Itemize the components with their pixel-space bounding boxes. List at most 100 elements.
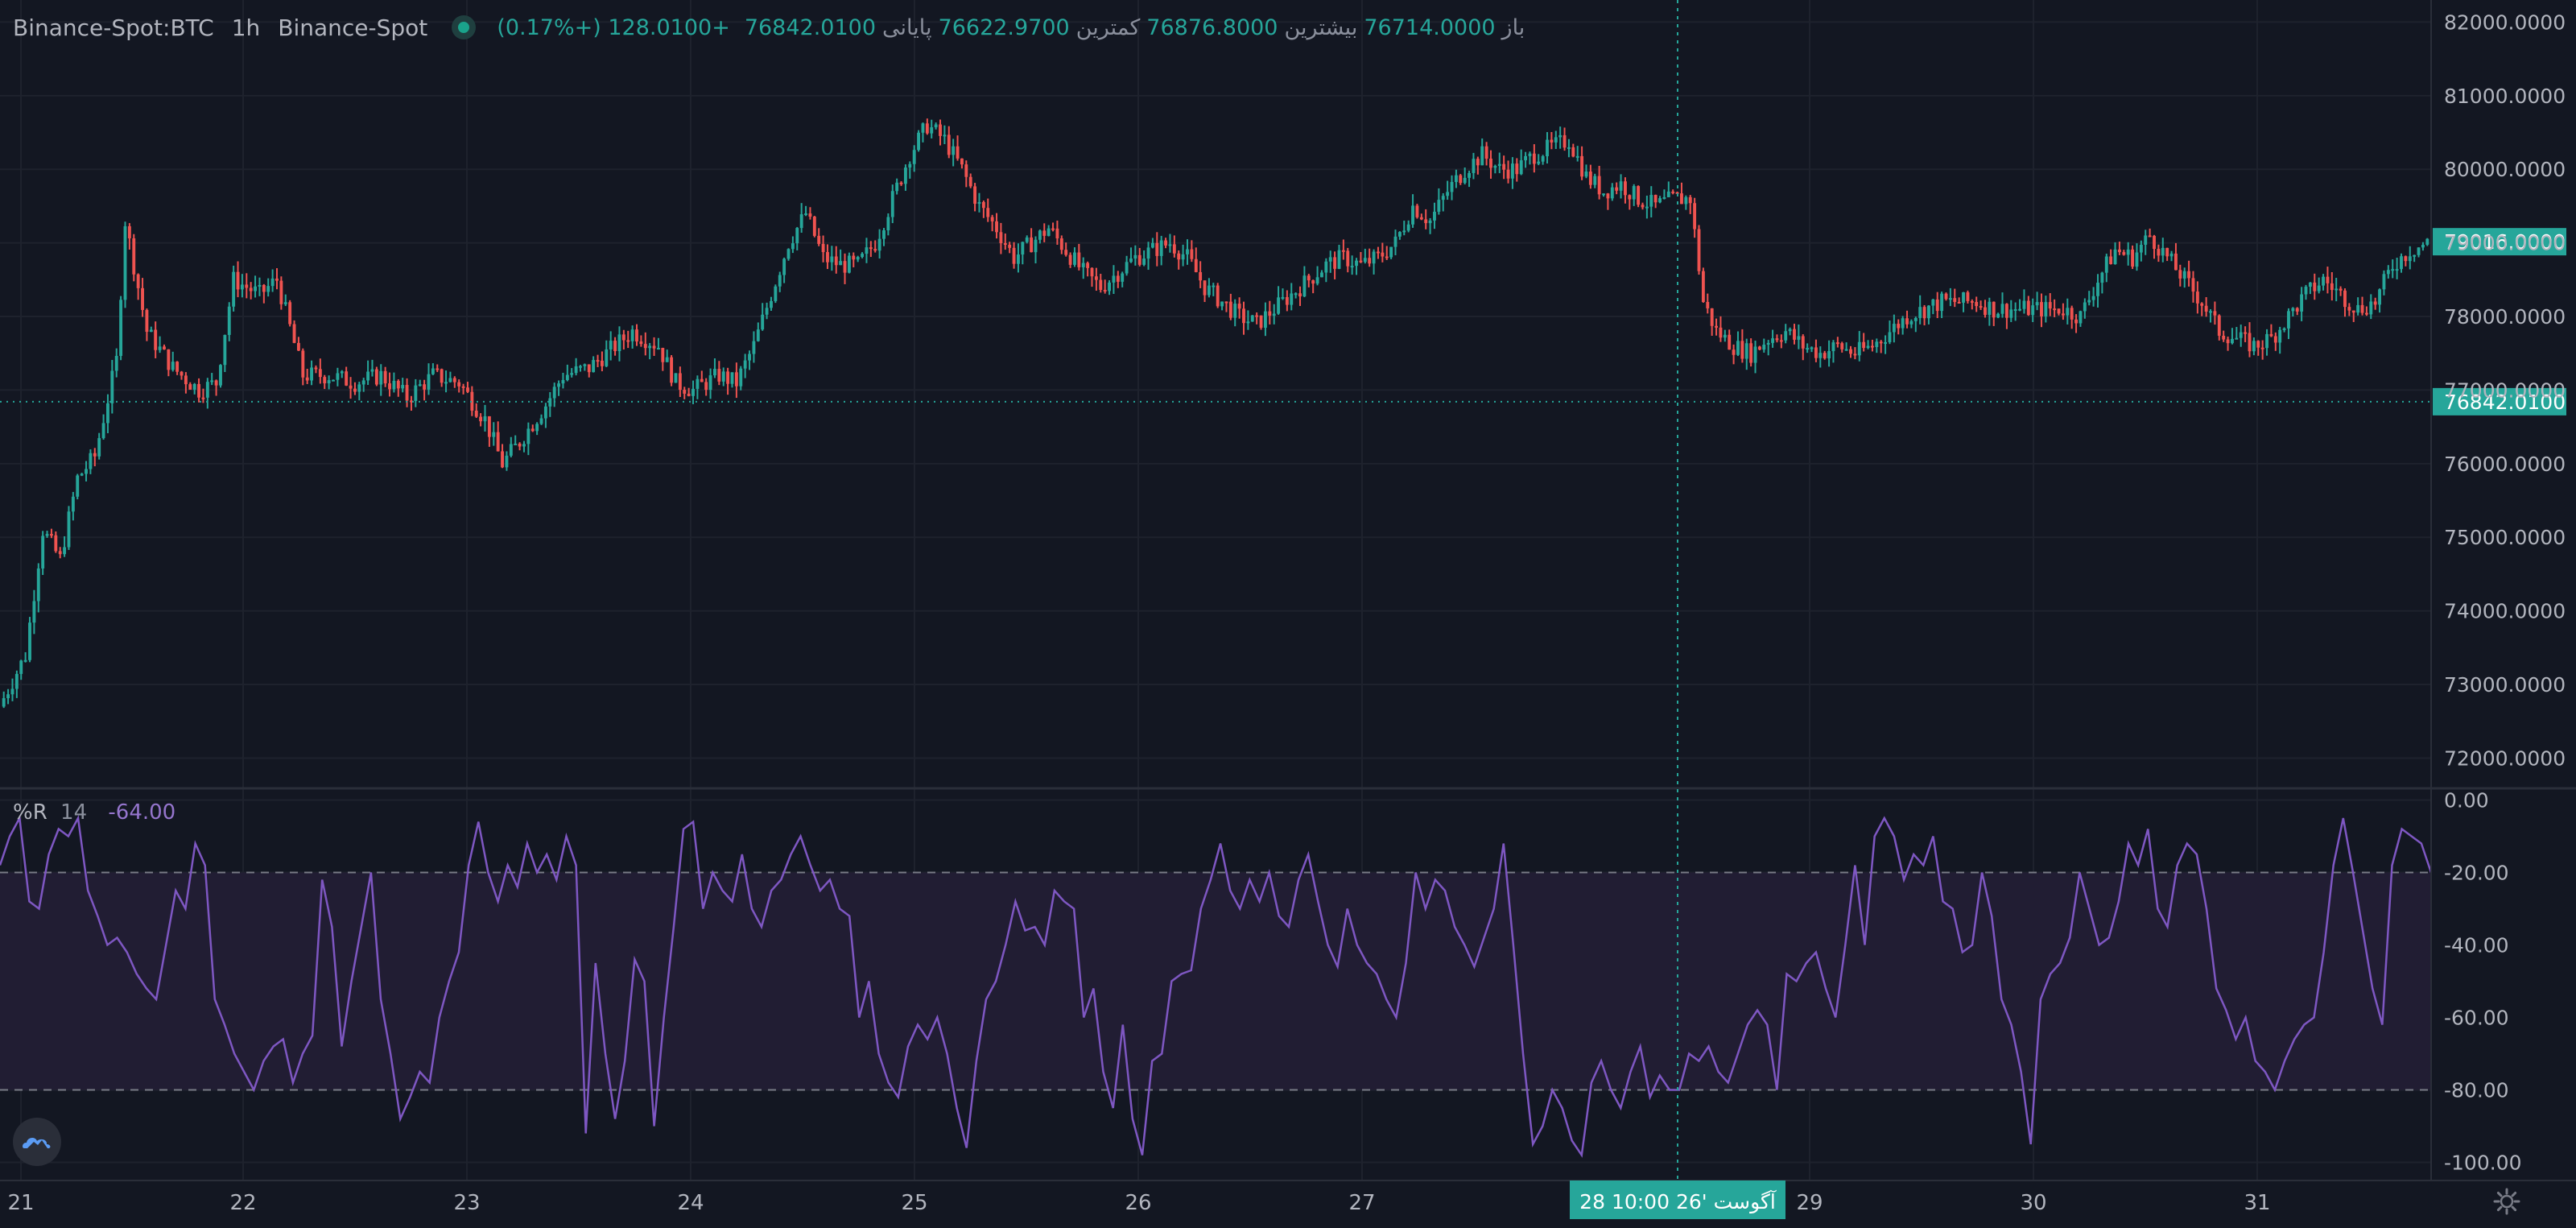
candle-body — [643, 344, 647, 349]
candle — [1077, 243, 1081, 271]
candle — [1493, 164, 1497, 174]
candle-body — [192, 383, 196, 390]
candle — [708, 368, 712, 399]
candle-body — [54, 535, 58, 552]
candle — [1359, 251, 1363, 263]
candle — [1129, 247, 1133, 263]
candle — [791, 236, 795, 254]
candle — [1775, 334, 1779, 343]
candle-body — [890, 191, 894, 217]
candle-body — [2391, 269, 2395, 271]
price-axis[interactable]: 82000.0000 81000.0000 80000.0000 79000.0000… — [2444, 10, 2566, 770]
candle — [817, 228, 821, 246]
candle-body — [270, 278, 275, 287]
candle — [1446, 180, 1450, 201]
candle-body — [288, 302, 292, 325]
candle-body — [1563, 134, 1567, 148]
candle-body — [1940, 293, 1944, 312]
candle — [912, 145, 916, 172]
candle-body — [2048, 302, 2052, 309]
candle — [530, 424, 535, 432]
candle — [1510, 157, 1514, 189]
candle-body — [327, 380, 331, 384]
candle-body — [1806, 348, 1810, 350]
candle-body — [1181, 254, 1185, 260]
candle-body — [396, 380, 400, 389]
candle — [1437, 188, 1441, 215]
candle-body — [2096, 283, 2099, 296]
candle-body — [2057, 308, 2061, 314]
candle-body — [1575, 155, 1579, 158]
candle-body — [1849, 349, 1852, 354]
candle-body — [1042, 230, 1046, 236]
cloud-mountain-logo-icon[interactable] — [13, 1118, 61, 1166]
time-axis[interactable]: 21 22 23 24 25 26 27 29 30 31 — [7, 1191, 2270, 1215]
candle-body — [708, 375, 712, 391]
candle — [379, 364, 383, 396]
candle — [1168, 234, 1172, 253]
candle-body — [1810, 347, 1814, 349]
candle — [861, 252, 865, 258]
candle — [856, 255, 860, 263]
candle-body — [1897, 324, 1901, 329]
candle-body — [1996, 313, 2000, 318]
candle-body — [605, 349, 609, 366]
candle — [2044, 296, 2048, 323]
candle-body — [1320, 272, 1323, 278]
candle — [423, 379, 427, 401]
candle — [782, 257, 786, 283]
candle — [1844, 342, 1848, 351]
candle-body — [1086, 263, 1090, 268]
candle — [1346, 247, 1350, 273]
candle-body — [1268, 311, 1272, 316]
candle — [1199, 261, 1203, 288]
gear-icon[interactable] — [2492, 1187, 2521, 1216]
candle — [952, 139, 956, 167]
candle-body — [691, 388, 695, 396]
symbol-legend: Binance-Spot:BTC 1h Binance-Spot باز 767… — [13, 11, 1531, 43]
indicator-period: 14 — [60, 800, 88, 825]
candle — [2066, 298, 2070, 325]
candle-body — [2300, 294, 2304, 312]
candle-body — [63, 547, 67, 555]
candle — [1472, 152, 1476, 180]
indicator-axis[interactable]: 0.00 -20.00 -40.00 -60.00 -80.00 -100.00 — [2444, 789, 2522, 1175]
candle-body — [665, 357, 669, 362]
candle — [1406, 220, 1410, 233]
candle — [361, 378, 365, 392]
candle-body — [431, 368, 435, 374]
timeframe-label[interactable]: 1h — [231, 14, 261, 41]
candle — [436, 364, 440, 373]
candle — [2400, 253, 2403, 273]
candle-body — [1372, 251, 1376, 264]
candle-body — [1030, 237, 1034, 253]
candle-body — [834, 256, 838, 266]
candle-body — [543, 406, 547, 419]
candle — [543, 403, 547, 428]
candle-body — [45, 534, 49, 536]
candle-body — [1870, 345, 1874, 348]
candle-body — [1255, 315, 1259, 317]
symbol-name[interactable]: Binance-Spot:BTC — [13, 14, 214, 41]
indicator-legend[interactable]: %R 14 -64.00 — [13, 800, 175, 825]
candle — [2278, 326, 2282, 354]
candle-body — [934, 124, 938, 128]
candle-body — [1519, 160, 1523, 175]
candle-body — [1164, 240, 1168, 246]
candle — [770, 296, 773, 311]
candle-body — [1628, 195, 1632, 200]
candle-body — [210, 380, 214, 382]
candle — [1038, 229, 1042, 244]
candle-body — [279, 280, 283, 304]
candle-body — [301, 350, 305, 378]
candle-body — [782, 258, 786, 275]
candle — [943, 125, 947, 144]
candle — [2053, 299, 2057, 317]
candle-body — [2113, 249, 2117, 265]
indicator-tick-label: -40.00 — [2444, 934, 2509, 957]
candle-body — [1892, 324, 1896, 333]
last-price-label: 79016.0000 — [2444, 230, 2566, 254]
candle — [1693, 197, 1697, 238]
